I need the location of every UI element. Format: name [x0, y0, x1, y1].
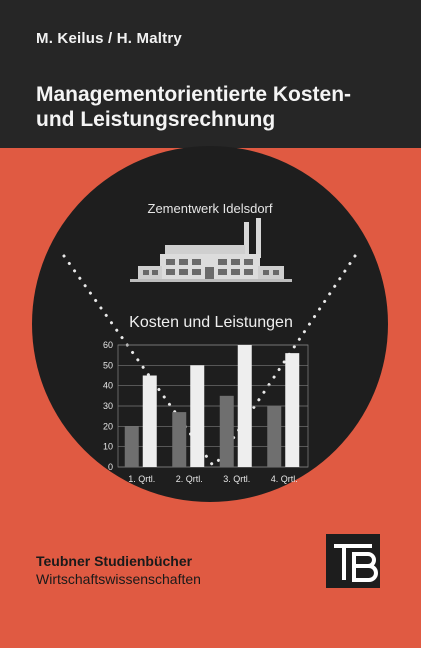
- chart-bar-series-1: [172, 412, 187, 467]
- factory-caption: Zementwerk Idelsdorf: [148, 201, 273, 216]
- chart-x-tick-label: 2. Qrtl.: [176, 474, 203, 484]
- chart-bar-series-2: [237, 345, 252, 467]
- chart-bar-series-1: [124, 426, 139, 467]
- factory-drawing: [130, 218, 292, 282]
- tb-logo-icon: [334, 544, 378, 582]
- book-title: Managementorientierte Kosten- und Leistu…: [36, 82, 406, 132]
- chart-y-tick-label: 0: [108, 462, 113, 472]
- chart-bar-series-2: [285, 353, 300, 467]
- chart-y-tick-label: 60: [103, 340, 113, 350]
- dotted-line-right: [212, 254, 357, 469]
- chart-x-tick-label: 3. Qrtl.: [223, 474, 250, 484]
- chart-title: Kosten und Leistungen: [129, 314, 293, 331]
- series-subtitle: Wirtschaftswissenschaften: [36, 571, 201, 587]
- title-line-2: und Leistungsrechnung: [36, 108, 276, 131]
- chart-bar-series-1: [267, 406, 282, 467]
- top-band: [0, 0, 421, 148]
- title-line-1: Managementorientierte Kosten-: [36, 83, 352, 106]
- chart-y-tick-label: 40: [103, 381, 113, 391]
- chart-bar-series-2: [142, 375, 157, 467]
- chart-y-tick-label: 20: [103, 421, 113, 431]
- series-title: Teubner Studienbücher: [36, 553, 193, 569]
- chart-bar-series-1: [219, 395, 234, 467]
- chart-bar-series-2: [190, 365, 205, 467]
- chart-x-tick-label: 4. Qrtl.: [271, 474, 298, 484]
- bar-chart: 0 10 20 30 40 50 60 1. Qrtl. 2. Qrtl. 3. Qrtl. 4. …: [103, 340, 309, 484]
- chart-y-tick-label: 50: [103, 360, 113, 370]
- chart-y-tick-label: 10: [103, 442, 113, 452]
- chart-x-tick-label: 1. Qrtl.: [128, 474, 155, 484]
- publisher-logo: [326, 534, 380, 588]
- chart-y-tick-label: 30: [103, 401, 113, 411]
- authors: M. Keilus / H. Maltry: [36, 30, 182, 47]
